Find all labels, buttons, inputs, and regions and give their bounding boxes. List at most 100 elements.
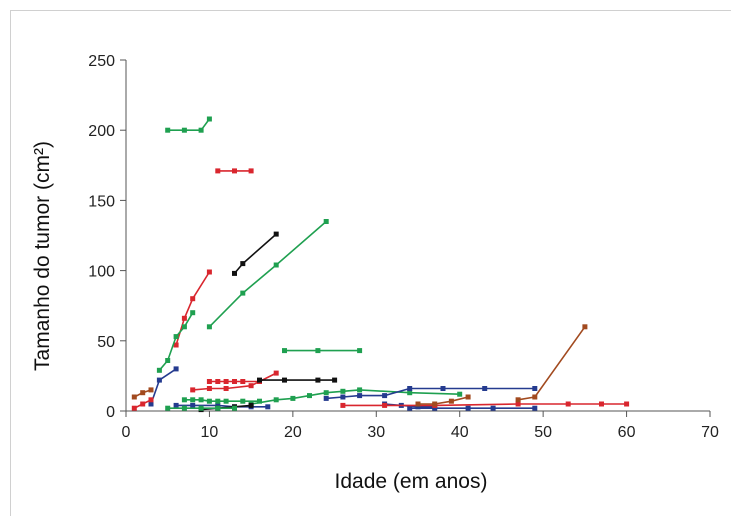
data-point <box>190 310 196 316</box>
data-point <box>140 390 146 396</box>
data-point <box>332 377 338 383</box>
data-point <box>173 334 179 340</box>
data-point <box>407 390 413 396</box>
frame-border-left <box>10 10 11 516</box>
data-point <box>223 386 229 391</box>
series-2 <box>215 168 254 174</box>
data-point <box>206 116 212 122</box>
series-line <box>158 312 194 371</box>
data-point <box>148 387 154 393</box>
data-point <box>340 388 346 394</box>
data-point <box>181 397 187 403</box>
data-point <box>215 402 221 408</box>
data-point <box>282 377 287 383</box>
data-point <box>457 391 463 397</box>
data-point <box>357 348 363 354</box>
series-line <box>233 233 277 274</box>
data-point <box>240 261 246 267</box>
series-10 <box>131 397 154 411</box>
data-point <box>273 262 279 268</box>
data-point <box>232 379 237 384</box>
axes: 0 10 20 30 40 50 60 70 0 50 100 150 200 250 <box>88 53 719 441</box>
data-point <box>565 401 571 407</box>
data-point <box>515 397 521 403</box>
data-point <box>248 383 254 389</box>
series-15 <box>323 386 538 401</box>
series-line <box>250 389 460 405</box>
data-point <box>407 405 413 411</box>
data-point <box>173 342 179 348</box>
data-point <box>206 269 212 275</box>
y-tick-label: 200 <box>88 123 115 140</box>
data-point <box>257 377 262 383</box>
data-point <box>215 379 221 384</box>
series-8 <box>148 366 179 407</box>
series-9 <box>131 387 154 400</box>
data-point <box>257 398 262 404</box>
data-point <box>490 405 496 411</box>
data-point <box>223 379 229 384</box>
series-17 <box>181 397 262 404</box>
series-line <box>175 271 211 346</box>
data-point <box>624 401 630 407</box>
series-line <box>208 220 327 328</box>
data-point <box>532 394 538 400</box>
series-line <box>176 404 268 408</box>
data-point <box>215 405 221 411</box>
data-point <box>432 405 438 411</box>
x-tick-label: 40 <box>451 424 469 441</box>
data-point <box>415 401 421 407</box>
data-point <box>273 231 279 237</box>
data-point <box>340 402 346 408</box>
series-23 <box>415 394 471 407</box>
data-point <box>323 390 329 396</box>
x-tick-label: 10 <box>201 424 219 441</box>
series-21 <box>407 405 538 411</box>
data-point <box>465 394 471 400</box>
data-point <box>323 395 329 401</box>
series-4 <box>206 219 329 330</box>
data-point <box>215 168 221 174</box>
data-point <box>415 404 421 410</box>
data-point <box>190 387 196 393</box>
data-point <box>357 387 363 393</box>
data-point <box>190 402 196 408</box>
data-point <box>240 379 246 384</box>
x-tick-label: 30 <box>367 424 385 441</box>
data-point <box>232 270 237 276</box>
series-13 <box>257 377 338 383</box>
data-point <box>206 386 212 391</box>
data-point <box>323 219 329 224</box>
series-24 <box>515 324 588 403</box>
series-14 <box>248 387 463 407</box>
series-7 <box>282 348 363 354</box>
data-point <box>206 324 212 330</box>
data-point <box>532 386 538 391</box>
data-point <box>131 394 137 400</box>
data-point <box>307 393 312 399</box>
series-5 <box>173 269 212 348</box>
data-point <box>515 401 521 407</box>
data-point <box>448 398 454 404</box>
y-tick-label: 50 <box>97 334 115 351</box>
series-line <box>167 118 211 131</box>
data-point <box>232 405 237 411</box>
y-tick-label: 0 <box>106 404 115 421</box>
data-point <box>282 348 287 354</box>
data-point <box>248 402 254 408</box>
data-point <box>599 401 604 407</box>
data-point <box>382 393 388 399</box>
data-point <box>198 405 204 411</box>
data-point <box>357 393 363 399</box>
data-point <box>173 402 179 408</box>
y-axis-title: Tamanho do tumor (cm²) <box>31 141 54 371</box>
data-point <box>340 394 346 400</box>
series-19 <box>165 405 237 411</box>
series-1 <box>165 116 212 133</box>
data-point <box>582 324 588 330</box>
data-point <box>290 395 296 401</box>
data-point <box>190 296 196 302</box>
data-point <box>465 405 471 411</box>
series-6 <box>156 310 196 373</box>
